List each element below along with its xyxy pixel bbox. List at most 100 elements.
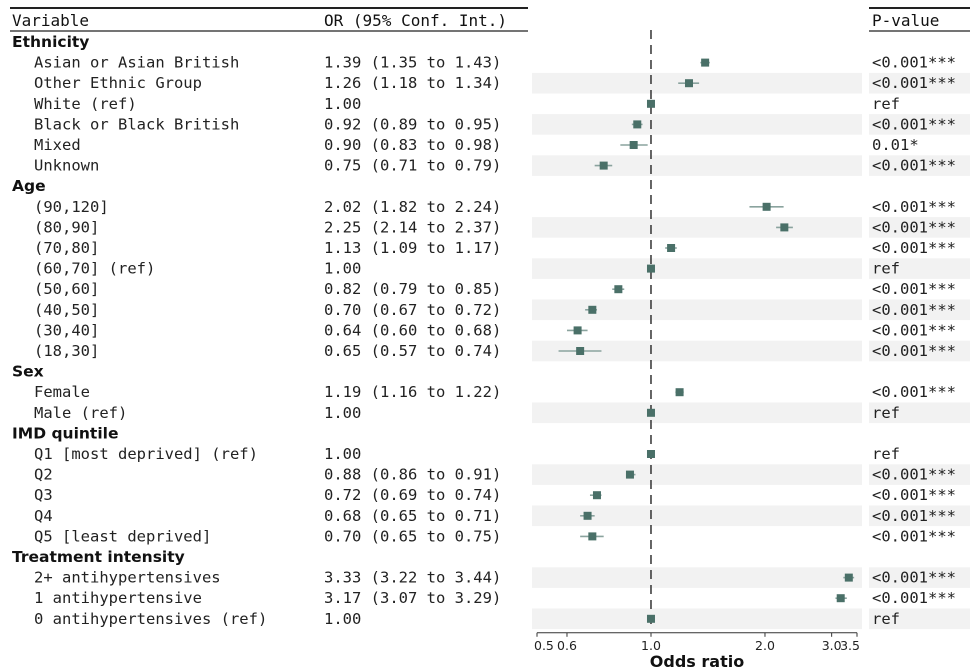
row-p-value: ref xyxy=(872,260,900,278)
row-p-value: <0.001*** xyxy=(872,218,956,236)
or-marker xyxy=(684,79,693,88)
row-stripe xyxy=(869,464,970,485)
x-tick-label: 3.0 xyxy=(822,638,842,653)
row-label-2-antihypertensives: 2+ antihypertensives xyxy=(34,569,221,587)
row-ci-text: 1.13 (1.09 to 1.17) xyxy=(324,239,501,257)
row-stripe xyxy=(532,505,862,527)
or-marker xyxy=(646,614,655,623)
row-stripe xyxy=(532,464,862,485)
or-marker xyxy=(633,120,642,129)
row-label-1-antihypertensive: 1 antihypertensive xyxy=(34,589,202,607)
row-ci-text: 2.02 (1.82 to 2.24) xyxy=(324,198,501,216)
row-ci-text: 1.00 xyxy=(324,404,361,422)
row-p-value: <0.001*** xyxy=(872,74,956,92)
or-marker xyxy=(576,347,585,355)
row-p-value: ref xyxy=(872,404,900,422)
row-label-40-50: (40,50] xyxy=(34,301,99,319)
row-label-q3: Q3 xyxy=(34,486,53,504)
row-p-value: <0.001*** xyxy=(872,198,956,216)
row-stripe xyxy=(869,567,970,588)
row-ci-text: 1.26 (1.18 to 1.34) xyxy=(324,74,501,92)
row-ci-text: 2.25 (2.14 to 2.37) xyxy=(324,218,501,236)
row-label-white-ref: White (ref) xyxy=(34,95,137,113)
row-stripe xyxy=(532,155,862,176)
row-p-value: <0.001*** xyxy=(872,527,956,545)
group-heading-imd-quintile: IMD quintile xyxy=(12,424,118,442)
x-axis: 0.5 0.6 1.0 2.0 3.03.5 xyxy=(534,632,860,653)
or-marker xyxy=(844,573,853,582)
header-p-value: P-value xyxy=(872,11,939,30)
row-label-50-60: (50,60] xyxy=(34,280,99,298)
or-marker xyxy=(588,305,597,314)
or-marker xyxy=(646,408,655,417)
row-label-80-90: (80,90] xyxy=(34,218,99,236)
row-stripe xyxy=(869,155,970,176)
or-marker xyxy=(780,223,789,232)
or-marker xyxy=(629,141,638,149)
or-marker xyxy=(588,532,597,541)
header-variable: Variable xyxy=(12,11,89,30)
row-stripe xyxy=(532,340,862,362)
row-p-value: <0.001*** xyxy=(872,301,956,319)
row-ci-text: 3.17 (3.07 to 3.29) xyxy=(324,589,501,607)
row-stripe xyxy=(869,114,970,135)
row-label-q1-most-deprived-ref: Q1 [most deprived] (ref) xyxy=(34,445,258,463)
row-ci-text: 0.90 (0.83 to 0.98) xyxy=(324,136,501,154)
or-marker xyxy=(836,594,845,603)
or-marker xyxy=(583,511,592,520)
row-label-18-30: (18,30] xyxy=(34,342,99,360)
row-p-value: <0.001*** xyxy=(872,569,956,587)
row-label-q5-least-deprived: Q5 [least deprived] xyxy=(34,527,211,545)
or-marker xyxy=(614,285,623,294)
row-ci-text: 1.19 (1.16 to 1.22) xyxy=(324,383,501,401)
row-label-30-40: (30,40] xyxy=(34,321,99,339)
row-stripe xyxy=(532,217,862,238)
group-heading-treatment-intensity: Treatment intensity xyxy=(12,548,185,566)
row-label-0-antihypertensives-ref: 0 antihypertensives (ref) xyxy=(34,610,267,628)
row-label-black-or-black-british: Black or Black British xyxy=(34,115,239,133)
or-marker xyxy=(573,326,582,335)
row-ci-text: 0.64 (0.60 to 0.68) xyxy=(324,321,501,339)
group-heading-ethnicity: Ethnicity xyxy=(12,33,89,51)
row-p-value: ref xyxy=(872,95,900,113)
x-tick-label: 3.5 xyxy=(840,638,860,653)
row-stripe xyxy=(532,567,862,588)
row-label-60-70-ref: (60,70] (ref) xyxy=(34,260,155,278)
plot-marks xyxy=(558,58,855,623)
row-ci-text: 0.92 (0.89 to 0.95) xyxy=(324,115,501,133)
row-p-value: <0.001*** xyxy=(872,239,956,257)
row-ci-text: 0.65 (0.57 to 0.74) xyxy=(324,342,501,360)
row-stripes xyxy=(532,72,970,630)
row-stripe xyxy=(869,340,970,362)
or-marker xyxy=(667,244,676,252)
x-tick-label: 2.0 xyxy=(755,638,775,653)
row-stripe xyxy=(532,402,862,424)
row-stripe xyxy=(869,72,970,94)
row-p-value: <0.001*** xyxy=(872,342,956,360)
group-heading-sex: Sex xyxy=(12,363,44,381)
row-p-value: <0.001*** xyxy=(872,280,956,298)
row-stripe xyxy=(869,299,970,321)
row-ci-text: 1.00 xyxy=(324,95,361,113)
x-tick-label: 0.6 xyxy=(557,638,577,653)
or-marker xyxy=(762,202,771,211)
row-p-value: <0.001*** xyxy=(872,486,956,504)
row-stripe xyxy=(869,505,970,527)
x-axis-label: Odds ratio xyxy=(650,652,744,671)
row-p-value: <0.001*** xyxy=(872,157,956,175)
row-p-value: ref xyxy=(872,445,900,463)
x-tick-label: 1.0 xyxy=(641,638,661,653)
row-ci-text: 0.68 (0.65 to 0.71) xyxy=(324,507,501,525)
or-marker xyxy=(646,99,655,108)
row-p-value: <0.001*** xyxy=(872,54,956,72)
group-heading-age: Age xyxy=(12,177,46,195)
header-or-ci: OR (95% Conf. Int.) xyxy=(324,11,507,30)
row-p-value: <0.001*** xyxy=(872,507,956,525)
row-stripe xyxy=(869,258,970,279)
row-stripe xyxy=(532,299,862,321)
row-ci-text: 1.00 xyxy=(324,445,361,463)
row-p-value: <0.001*** xyxy=(872,589,956,607)
or-marker xyxy=(592,491,601,500)
x-tick-label: 0.5 xyxy=(534,638,554,653)
row-stripe xyxy=(532,608,862,630)
